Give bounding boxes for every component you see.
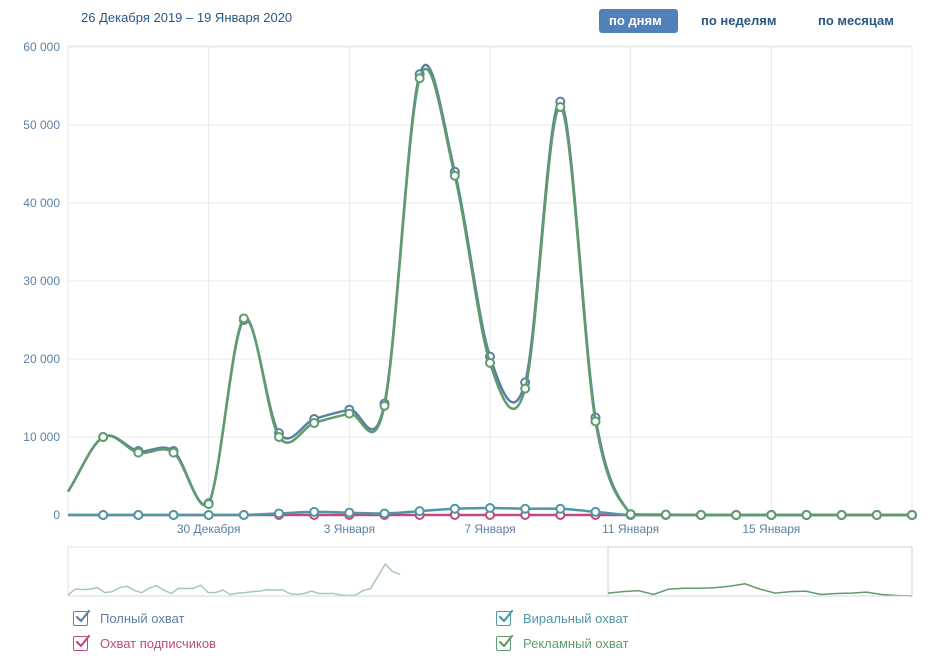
data-point-ad-reach (625, 509, 636, 520)
data-point-ad-reach (309, 417, 320, 428)
legend-label-subscriber-reach: Охват подписчиков (100, 636, 216, 651)
data-point-viral-reach (203, 510, 214, 520)
data-point-ad-reach (590, 416, 601, 427)
data-point-ad-reach (449, 170, 460, 181)
y-tick-label: 30 000 (23, 274, 60, 288)
data-point-ad-reach (520, 383, 531, 394)
data-point-ad-reach (801, 510, 812, 520)
checkbox-ad-reach[interactable] (496, 634, 514, 651)
checkbox-subscriber-reach[interactable] (73, 634, 91, 651)
checkmark-icon (498, 634, 514, 648)
data-point-viral-reach (414, 506, 425, 517)
x-tick-label: 7 Января (464, 522, 515, 536)
checkbox-full-reach[interactable] (73, 609, 91, 626)
legend-label-full-reach: Полный охват (100, 611, 185, 626)
data-point-ad-reach (238, 313, 249, 324)
data-point-viral-reach (274, 508, 284, 519)
data-point-viral-reach (379, 508, 390, 519)
data-point-ad-reach (133, 447, 144, 458)
data-point-ad-reach (907, 510, 917, 520)
data-point-ad-reach (731, 510, 742, 520)
data-point-viral-reach (133, 510, 144, 520)
data-point-viral-reach (344, 507, 355, 518)
data-point-ad-reach (696, 510, 706, 520)
data-point-viral-reach (520, 503, 531, 514)
data-point-ad-reach (555, 102, 566, 113)
period-days-button[interactable]: по дням (599, 9, 678, 33)
data-point-ad-reach (98, 432, 109, 442)
data-point-viral-reach (449, 503, 460, 514)
y-tick-label: 60 000 (23, 40, 60, 54)
data-point-ad-reach (414, 73, 425, 84)
navigator-line-history (67, 562, 401, 597)
data-point-viral-reach (555, 503, 566, 514)
data-point-ad-reach (344, 408, 355, 419)
data-point-ad-reach (485, 357, 495, 368)
y-tick-label: 10 000 (23, 430, 60, 444)
data-point-ad-reach (871, 510, 882, 520)
date-range-label: 26 Декабря 2019 – 19 Января 2020 (81, 10, 293, 25)
period-weeks-button[interactable]: по неделям (701, 13, 777, 28)
navigator-line-selected (607, 583, 913, 597)
data-point-ad-reach (168, 447, 179, 458)
legend-label-viral-reach: Виральный охват (523, 611, 629, 626)
x-tick-label: 3 Января (324, 522, 375, 536)
checkmark-icon (75, 634, 91, 648)
data-point-ad-reach (379, 400, 390, 411)
data-point-viral-reach (485, 502, 495, 513)
checkmark-icon (498, 609, 514, 623)
x-tick-label: 15 Января (742, 522, 800, 536)
data-point-ad-reach (274, 432, 284, 442)
x-tick-label: 30 Декабря (177, 522, 241, 536)
data-point-ad-reach (766, 510, 777, 520)
period-months-button[interactable]: по месяцам (818, 13, 894, 28)
y-tick-label: 0 (53, 508, 60, 522)
data-point-viral-reach (98, 510, 109, 520)
navigator-left-pane (67, 546, 609, 597)
y-tick-label: 20 000 (23, 352, 60, 366)
data-point-ad-reach (836, 510, 847, 520)
data-point-viral-reach (238, 510, 249, 520)
data-point-viral-reach (590, 506, 601, 517)
data-point-ad-reach (660, 509, 671, 520)
data-point-viral-reach (309, 506, 320, 517)
y-tick-label: 40 000 (23, 196, 60, 210)
x-tick-label: 11 Января (602, 522, 659, 536)
data-point-viral-reach (168, 510, 179, 520)
navigator-selection (607, 546, 913, 597)
checkmark-icon (75, 609, 91, 623)
data-point-ad-reach (203, 499, 214, 510)
y-tick-label: 50 000 (23, 118, 60, 132)
legend-label-ad-reach: Рекламный охват (523, 636, 629, 651)
checkbox-viral-reach[interactable] (496, 609, 514, 626)
